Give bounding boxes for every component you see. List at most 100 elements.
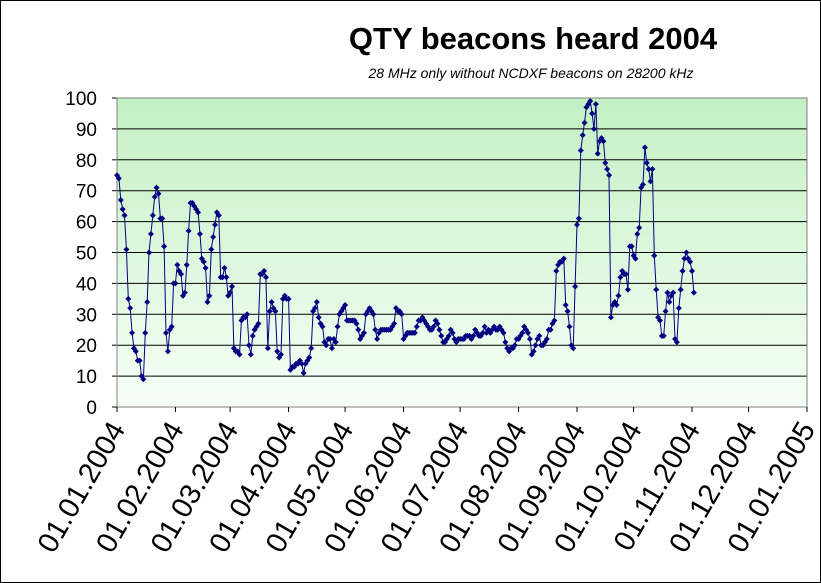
data-point [673,339,680,346]
data-point [313,298,320,305]
y-tick-labels: 0 10 20 30 40 50 60 70 80 90 100 [65,89,97,419]
data-point [566,323,573,330]
data-point [236,351,243,358]
y-tick-label: 10 [76,367,97,388]
data-point [564,308,571,315]
data-point [123,246,130,253]
data-point [342,302,349,309]
data-point [300,370,307,377]
data-point [253,323,260,330]
data-point [183,261,190,268]
data-point [543,336,550,343]
data-point [675,305,682,312]
data-point [532,342,539,349]
data-point [332,339,339,346]
data-point [168,323,175,330]
data-point [436,326,443,333]
data-point [434,320,441,327]
data-point [470,332,477,339]
chart-subtitle: 28 MHz only without NCDXF beacons on 282… [367,65,693,81]
data-point [530,348,537,355]
data-point [200,258,207,265]
data-point [623,271,630,278]
data-point [155,190,162,197]
y-tick-label: 100 [65,89,97,110]
data-point [151,193,158,200]
data-point [264,345,271,352]
data-point [262,274,269,281]
data-point [651,252,658,259]
data-point [306,354,313,361]
data-point [247,351,254,358]
y-tick-label: 30 [76,305,97,326]
data-point [589,110,596,117]
data-point [372,326,379,333]
data-point [430,323,437,330]
data-point [278,351,285,358]
data-point [670,289,677,296]
data-point [229,283,235,290]
y-tick-label: 0 [86,398,97,419]
data-point [438,332,445,339]
data-point [249,332,256,339]
data-point [206,292,213,299]
data-point [208,246,215,253]
chart-title: QTY beacons heard 2004 [349,21,718,56]
data-point [602,159,609,166]
data-point [600,138,607,145]
data-point [136,357,143,364]
data-point [319,323,326,330]
y-tick-label: 60 [76,213,97,234]
data-point [526,336,533,343]
data-point [639,181,646,188]
y-tick-label: 20 [76,336,97,357]
data-point [132,348,139,355]
data-point [311,305,318,312]
data-point [261,268,268,275]
data-point [653,286,660,293]
data-point [590,125,597,132]
data-point [178,271,185,278]
data-point [574,221,580,228]
data-point [449,329,456,336]
data-point [119,206,126,213]
data-point [398,311,405,318]
data-point [607,314,614,321]
data-point [210,234,217,241]
data-point [645,166,652,173]
data-point [129,329,136,336]
data-point [244,311,251,318]
data-point [146,249,153,256]
series-markers [114,98,697,383]
data-point [683,249,690,256]
data-point [285,295,292,302]
data-point [355,326,362,333]
data-point [315,314,322,321]
data-point [140,376,147,383]
plot-border [116,97,808,408]
data-point [323,342,330,349]
data-point [125,295,132,302]
data-point [617,274,624,281]
data-point [666,298,673,305]
data-point [679,268,686,275]
data-point [615,292,622,299]
data-point [223,274,230,281]
data-point [677,286,684,293]
data-point [328,345,335,352]
data-point [587,98,594,105]
data-point [536,332,543,339]
data-point [161,243,168,250]
data-point [115,175,122,182]
data-point [327,336,334,343]
data-point [266,308,273,315]
data-point [144,298,151,305]
data-point [656,317,663,324]
data-point [172,280,179,287]
data-point [613,302,620,309]
data-point [147,230,154,237]
data-point [117,196,124,203]
data-point [664,289,671,296]
data-point [511,342,518,349]
